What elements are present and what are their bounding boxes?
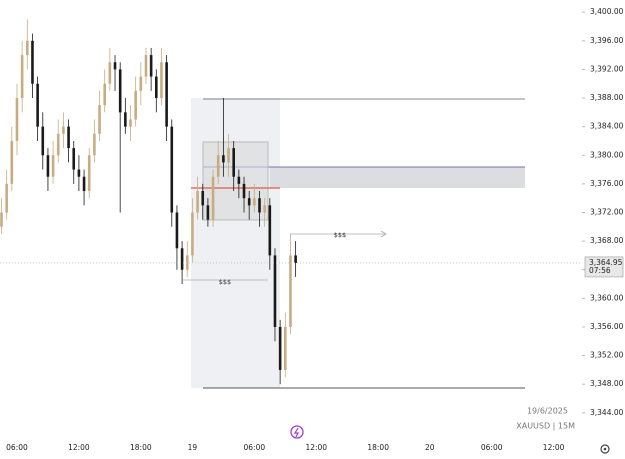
candle-body bbox=[160, 62, 163, 99]
y-tick-label: 3,348.00 bbox=[590, 379, 624, 388]
candle-body bbox=[108, 62, 112, 84]
candle-body bbox=[258, 198, 261, 213]
candle-body bbox=[247, 198, 251, 206]
candle-body bbox=[103, 83, 106, 106]
candle-body bbox=[289, 255, 292, 327]
candle-body bbox=[227, 148, 230, 163]
y-tick-label: 3,356.00 bbox=[590, 322, 624, 331]
candle-body bbox=[56, 133, 60, 156]
candle-body bbox=[62, 126, 65, 134]
x-tick-label: 12:00 bbox=[305, 443, 327, 452]
x-tick-label: 18:00 bbox=[130, 443, 152, 452]
candle-body bbox=[5, 183, 8, 213]
y-tick-label: 3,380.00 bbox=[590, 150, 624, 159]
candle-body bbox=[118, 69, 122, 113]
candle-body bbox=[87, 155, 91, 192]
countdown: 07:56 bbox=[589, 266, 611, 275]
candle-body bbox=[165, 62, 168, 127]
candle-body bbox=[222, 155, 225, 163]
candle-body bbox=[98, 105, 101, 134]
candle-body bbox=[139, 76, 143, 91]
candle-body bbox=[278, 326, 282, 370]
x-tick-label: 20 bbox=[425, 443, 435, 452]
candle-body bbox=[242, 183, 246, 199]
y-tick-label: 3,376.00 bbox=[590, 179, 624, 188]
x-tick-label: 12:00 bbox=[543, 443, 565, 452]
symbol-label: XAUUSD | 15M bbox=[516, 422, 575, 431]
candle-body bbox=[284, 326, 287, 370]
y-tick-label: 3,368.00 bbox=[590, 236, 624, 245]
y-tick-label: 3,372.00 bbox=[590, 207, 624, 216]
candle-body bbox=[155, 76, 158, 99]
y-tick-label: 3,352.00 bbox=[590, 351, 624, 360]
candle-body bbox=[237, 176, 241, 184]
candle-body bbox=[268, 205, 272, 256]
candle-body bbox=[263, 205, 266, 213]
x-tick-label: 06:00 bbox=[6, 443, 28, 452]
drawings: $$$ $$$ bbox=[183, 98, 525, 389]
candle-body bbox=[180, 248, 184, 270]
x-tick-label: 18:00 bbox=[367, 443, 389, 452]
candle-body bbox=[191, 212, 194, 256]
y-tick-label: 3,392.00 bbox=[590, 64, 624, 73]
candle-body bbox=[144, 55, 148, 77]
candle-body bbox=[67, 126, 70, 149]
candle-body bbox=[15, 98, 19, 141]
candle-body bbox=[46, 155, 50, 177]
candle-body bbox=[253, 198, 256, 206]
last-price-label: 3,364.95 bbox=[589, 258, 623, 267]
x-tick-label: 06:00 bbox=[244, 443, 266, 452]
candle-body bbox=[36, 83, 39, 127]
candle-body bbox=[93, 133, 96, 156]
candle-body bbox=[0, 212, 3, 227]
x-tick-label: 12:00 bbox=[68, 443, 90, 452]
candle-body bbox=[273, 255, 277, 327]
candle-body bbox=[26, 40, 29, 56]
candle-body bbox=[113, 62, 117, 70]
zone-box bbox=[270, 167, 525, 188]
candle-body bbox=[206, 205, 210, 220]
candle-body bbox=[51, 155, 55, 177]
settings-icon[interactable] bbox=[600, 444, 610, 454]
y-tick-label: 3,384.00 bbox=[590, 122, 624, 131]
candle-body bbox=[170, 126, 174, 213]
last-price-box bbox=[584, 256, 624, 278]
y-tick-label: 3,360.00 bbox=[590, 293, 624, 302]
annotation: $$$ bbox=[219, 278, 231, 286]
candle-body bbox=[31, 40, 34, 84]
candle-body bbox=[10, 140, 14, 184]
candle-body bbox=[232, 148, 235, 177]
candle-body bbox=[20, 55, 24, 99]
y-tick-label: 3,396.00 bbox=[590, 36, 624, 45]
candle-body bbox=[294, 255, 297, 263]
candle-body bbox=[72, 148, 76, 170]
candle-body bbox=[82, 176, 86, 192]
candle-body bbox=[175, 212, 179, 249]
candle-body bbox=[201, 191, 205, 206]
x-tick-label: 06:00 bbox=[481, 443, 503, 452]
candle-body bbox=[134, 90, 137, 120]
candle-body bbox=[41, 126, 45, 156]
annotation: $$$ bbox=[334, 231, 346, 239]
candle-body bbox=[77, 169, 81, 177]
candle-body bbox=[149, 55, 153, 77]
y-tick-label: 3,400.00 bbox=[590, 7, 624, 16]
candle-body bbox=[124, 112, 127, 127]
candle-body bbox=[211, 176, 215, 220]
arrow-head bbox=[380, 230, 387, 238]
candle-body bbox=[216, 155, 220, 177]
y-tick-label: 3,344.00 bbox=[590, 408, 624, 417]
y-tick-label: 3,388.00 bbox=[590, 93, 624, 102]
x-tick-label: 19 bbox=[188, 443, 198, 452]
date-label: 19/6/2025 bbox=[527, 407, 568, 416]
candle-body bbox=[185, 255, 189, 270]
candle-body bbox=[196, 191, 199, 213]
candle-body bbox=[129, 119, 132, 127]
replay-icon[interactable] bbox=[290, 425, 304, 439]
